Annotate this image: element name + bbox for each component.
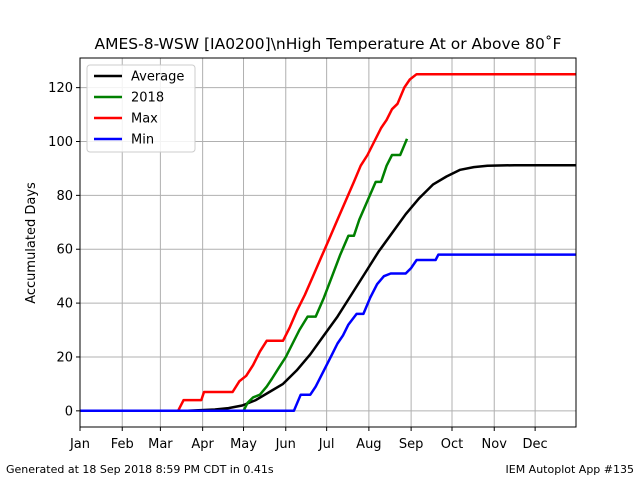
y-axis-label: Accumulated Days xyxy=(24,182,39,304)
legend-label-min: Min xyxy=(131,133,154,148)
x-tick-label: Oct xyxy=(441,437,463,452)
y-tick-label: 100 xyxy=(48,135,73,150)
y-tick-label: 60 xyxy=(56,243,73,258)
x-tick-label: Dec xyxy=(523,437,548,452)
legend-label-max: Max xyxy=(131,112,158,127)
plot-frame xyxy=(79,57,577,428)
x-tick-label: Sep xyxy=(399,437,424,452)
y-tick-label: 40 xyxy=(56,297,73,312)
chart-title: AMES-8-WSW [IA0200]\nHigh Temperature At… xyxy=(95,35,562,53)
x-tick-label: May xyxy=(230,437,257,452)
legend: Average 2018 Max Min xyxy=(86,64,196,153)
series-line-min xyxy=(80,253,576,413)
footer-generated-text: Generated at 18 Sep 2018 8:59 PM CDT in … xyxy=(6,463,274,476)
x-tick-label: Mar xyxy=(148,437,173,452)
y-tick-label: 120 xyxy=(48,81,73,96)
y-axis: 0 20 40 60 80 100 120 xyxy=(48,81,80,419)
legend-label-2018: 2018 xyxy=(131,91,164,106)
x-axis: Jan Feb Mar Apr May Jun Jul Aug Sep Oct Nov Dec xyxy=(69,427,548,452)
legend-box xyxy=(86,64,196,153)
x-tick-label: Jul xyxy=(318,437,335,452)
x-tick-label: Nov xyxy=(482,437,508,452)
x-tick-label: Jun xyxy=(275,437,296,452)
x-tick-label: Aug xyxy=(356,437,381,452)
y-tick-label: 20 xyxy=(56,350,73,365)
series-line-average xyxy=(80,163,576,413)
series-lines xyxy=(80,72,576,413)
series-line-2018 xyxy=(80,138,409,413)
legend-label-average: Average xyxy=(131,70,184,85)
x-tick-label: Apr xyxy=(191,437,214,452)
series-line-max xyxy=(80,72,576,413)
x-tick-label: Jan xyxy=(69,437,90,452)
x-tick-label: Feb xyxy=(111,437,134,452)
footer-app-id: IEM Autoplot App #135 xyxy=(505,463,635,476)
y-tick-label: 80 xyxy=(56,189,73,204)
y-tick-label: 0 xyxy=(65,404,73,419)
